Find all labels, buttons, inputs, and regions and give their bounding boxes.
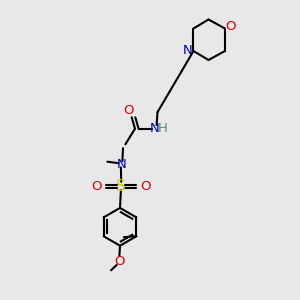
- Text: O: O: [114, 255, 124, 268]
- Text: N: N: [150, 122, 159, 135]
- Text: O: O: [225, 20, 236, 34]
- Text: O: O: [91, 180, 101, 193]
- Text: N: N: [117, 158, 126, 171]
- Text: O: O: [140, 180, 151, 193]
- Text: S: S: [116, 179, 126, 194]
- Text: N: N: [183, 44, 193, 57]
- Text: O: O: [124, 103, 134, 117]
- Text: H: H: [158, 122, 167, 135]
